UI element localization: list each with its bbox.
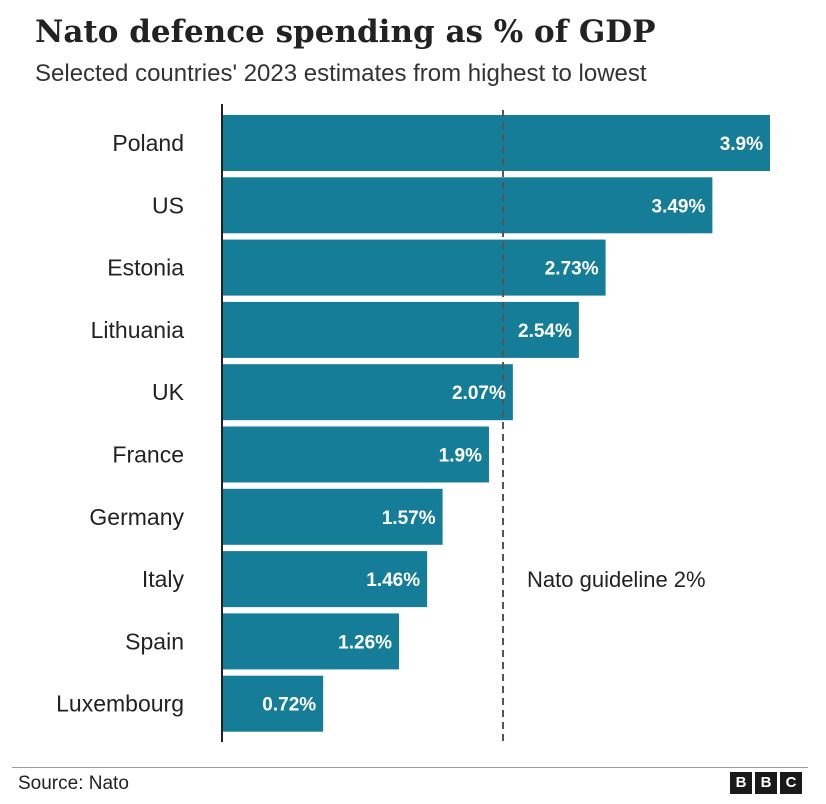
bar — [222, 675, 324, 732]
value-label: 3.49% — [652, 196, 706, 217]
bar — [222, 177, 713, 234]
bbc-logo-letter: B — [730, 772, 752, 794]
category-label: UK — [152, 379, 185, 405]
value-label: 2.54% — [518, 321, 572, 342]
bar — [222, 488, 443, 545]
bar — [222, 613, 400, 670]
category-label: Italy — [142, 566, 185, 592]
bbc-logo: B B C — [730, 772, 802, 794]
category-label: Germany — [89, 504, 184, 530]
value-label: 2.07% — [452, 383, 506, 404]
value-label: 1.9% — [439, 446, 482, 467]
category-label: Luxembourg — [56, 691, 184, 717]
bar — [222, 115, 770, 171]
guideline-label: Nato guideline 2% — [527, 567, 706, 592]
footer-divider — [12, 767, 808, 768]
value-label: 3.9% — [720, 134, 763, 155]
bar — [222, 364, 513, 421]
category-label: Estonia — [107, 255, 184, 281]
category-label: France — [112, 442, 184, 468]
bar — [222, 301, 579, 358]
chart-subtitle: Selected countries' 2023 estimates from … — [35, 60, 647, 87]
bbc-logo-letter: C — [780, 772, 802, 794]
category-label: Lithuania — [91, 317, 185, 343]
category-label: Poland — [112, 130, 184, 156]
value-label: 1.46% — [366, 570, 420, 591]
value-label: 1.26% — [338, 632, 392, 653]
category-label: US — [152, 192, 184, 218]
bar — [222, 426, 489, 483]
source-note: Source: Nato — [18, 773, 129, 794]
bar — [222, 551, 428, 608]
value-label: 2.73% — [545, 259, 599, 280]
bbc-logo-letter: B — [755, 772, 777, 794]
bar — [222, 239, 606, 296]
value-label: 1.57% — [382, 508, 436, 529]
value-label: 0.72% — [262, 695, 316, 716]
chart-title: Nato defence spending as % of GDP — [35, 14, 656, 50]
category-label: Spain — [125, 628, 184, 654]
